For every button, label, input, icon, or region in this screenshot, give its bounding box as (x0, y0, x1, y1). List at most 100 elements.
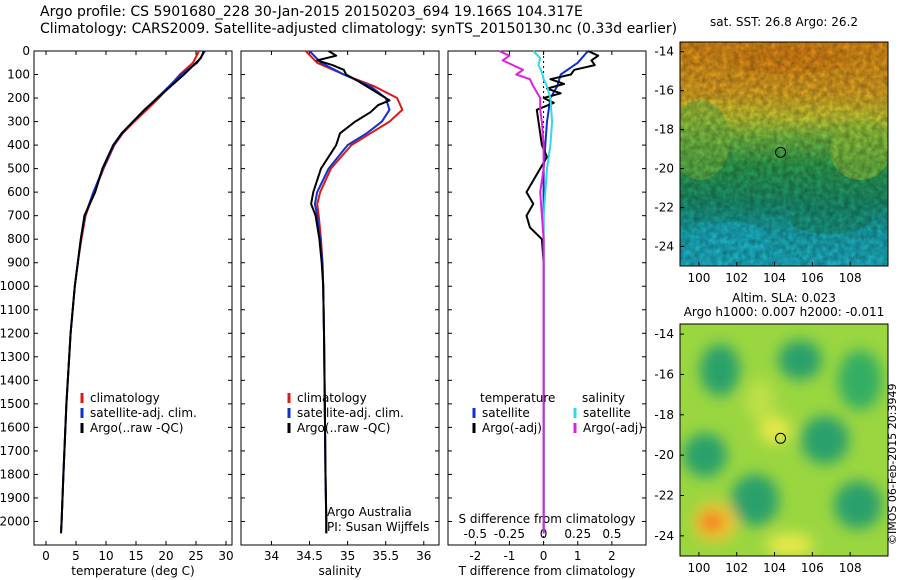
depth-tick-label: 700 (7, 209, 30, 223)
sla-map-subtitle: Argo h1000: 0.007 h2000: -0.011 (684, 305, 885, 319)
depth-tick-label: 800 (7, 232, 30, 246)
difference-legend-label: Argo(-adj) (583, 421, 643, 435)
difference-xtick-label: 2 (608, 549, 616, 563)
difference-top-tick-label: -0.25 (494, 527, 525, 541)
difference-xtick-label: 0 (540, 549, 548, 563)
difference-legend-label: satellite (583, 406, 631, 420)
sst_map-ytick-label: -18 (654, 123, 674, 137)
temperature-legend-label: Argo(..raw -QC) (90, 421, 183, 435)
depth-tick-label: 100 (7, 68, 30, 82)
credit-text: ©IMOS 06-Feb-2015 20:3949 (886, 384, 899, 545)
depth-tick-label: 1600 (0, 420, 30, 434)
sla-map-field (680, 324, 888, 556)
temperature-legend-label: climatology (90, 391, 160, 405)
depth-tick-label: 1100 (0, 303, 30, 317)
sst_map-xtick-label: 106 (801, 271, 824, 285)
sst_map-argo-location-marker (775, 146, 787, 158)
depth-tick-label: 600 (7, 185, 30, 199)
depth-tick-label: 1200 (0, 326, 30, 340)
temperature-xtick-label: 20 (158, 549, 173, 563)
salinity-xlabel: salinity (318, 564, 361, 578)
depth-tick-label: 500 (7, 162, 30, 176)
sla_map-ytick-label: -18 (654, 408, 674, 422)
temperature-legend-label: satellite-adj. clim. (90, 406, 197, 420)
depth-tick-label: 2000 (0, 514, 30, 528)
salinity-xtick-label: 35 (340, 549, 355, 563)
difference-xtick-label: -2 (469, 549, 481, 563)
salinity-legend-label: climatology (297, 391, 367, 405)
salinity-series-line (310, 50, 391, 534)
difference-legend-label: Argo(-adj) (482, 421, 542, 435)
salinity-annotation: Argo Australia (327, 505, 412, 519)
temperature-xtick-label: 10 (98, 549, 113, 563)
salinity-legend-label: Argo(..raw -QC) (297, 421, 390, 435)
sla_map-xtick-label: 104 (763, 561, 786, 575)
sst_map-ytick-label: -16 (654, 84, 674, 98)
depth-tick-label: 0 (22, 44, 30, 58)
salinity-annotation: PI: Susan Wijffels (327, 520, 429, 534)
sla_map-ytick-label: -16 (654, 367, 674, 381)
difference-xlabel: T difference from climatology (458, 564, 636, 578)
depth-tick-label: 300 (7, 115, 30, 129)
temperature-xtick-label: 30 (218, 549, 233, 563)
temperature-series-line (60, 50, 205, 534)
sla_map-xtick-label: 100 (687, 561, 710, 575)
difference-top-tick-label: 0.25 (564, 527, 591, 541)
difference-series-line (525, 50, 600, 534)
salinity-xtick-label: 34.5 (296, 549, 323, 563)
sst-map-title: sat. SST: 26.8 Argo: 26.2 (710, 15, 858, 29)
salinity-xtick-label: 34 (264, 549, 279, 563)
depth-tick-label: 1000 (0, 279, 30, 293)
sst_map-xtick-label: 108 (839, 271, 862, 285)
sst_map-ytick-label: -14 (654, 45, 674, 59)
sla_map-xtick-label: 108 (839, 561, 862, 575)
sla_map-ytick-label: -20 (654, 448, 674, 462)
salinity-xtick-label: 36 (416, 549, 431, 563)
salinity-series-line (308, 50, 391, 534)
sla_map-xtick-label: 106 (801, 561, 824, 575)
difference-series-line (542, 50, 589, 534)
difference-top-tick-label: 0 (540, 527, 548, 541)
sst_map-ytick-label: -22 (654, 201, 674, 215)
sst_map-ytick-label: -24 (654, 240, 674, 254)
sla_map-ytick-label: -14 (654, 327, 674, 341)
depth-tick-label: 900 (7, 256, 30, 270)
difference-legend-title: salinity (582, 391, 625, 405)
depth-tick-label: 400 (7, 138, 30, 152)
temperature-xtick-label: 25 (188, 549, 203, 563)
salinity-plot-frame (240, 50, 440, 546)
depth-tick-label: 1800 (0, 467, 30, 481)
depth-tick-label: 1500 (0, 397, 30, 411)
sla_map-frame (679, 323, 889, 557)
difference-legend-title: temperature (480, 391, 555, 405)
depth-tick-label: 1400 (0, 373, 30, 387)
difference-top-label: S difference from climatology (459, 512, 636, 526)
difference-top-tick-label: -0.5 (464, 527, 487, 541)
depth-tick-label: 1300 (0, 350, 30, 364)
sst_map-frame (679, 41, 889, 267)
sst_map-xtick-label: 102 (725, 271, 748, 285)
sst_map-xtick-label: 100 (687, 271, 710, 285)
sla_map-ytick-label: -24 (654, 529, 674, 543)
sst-map-field (680, 42, 888, 266)
depth-tick-label: 1900 (0, 491, 30, 505)
temperature-xtick-label: 5 (72, 549, 80, 563)
figure-title-line1: Argo profile: CS 5901680_228 30-Jan-2015… (40, 4, 583, 20)
depth-tick-label: 200 (7, 91, 30, 105)
figure-title-line2: Climatology: CARS2009. Satellite-adjuste… (40, 21, 678, 37)
difference-legend-label: satellite (482, 406, 530, 420)
temperature-xtick-label: 0 (42, 549, 50, 563)
temperature-xlabel: temperature (deg C) (71, 564, 194, 578)
difference-xtick-label: 1 (574, 549, 582, 563)
sla-map-title: Altim. SLA: 0.023 (732, 291, 836, 305)
salinity-legend-label: satellite-adj. clim. (297, 406, 404, 420)
difference-top-tick-label: 0.5 (602, 527, 621, 541)
temperature-plot-frame (33, 50, 233, 546)
difference-plot-frame (447, 50, 647, 546)
difference-xtick-label: -1 (503, 549, 515, 563)
depth-tick-label: 1700 (0, 444, 30, 458)
sla_map-xtick-label: 102 (725, 561, 748, 575)
sla_map-ytick-label: -22 (654, 488, 674, 502)
sst_map-ytick-label: -20 (654, 162, 674, 176)
